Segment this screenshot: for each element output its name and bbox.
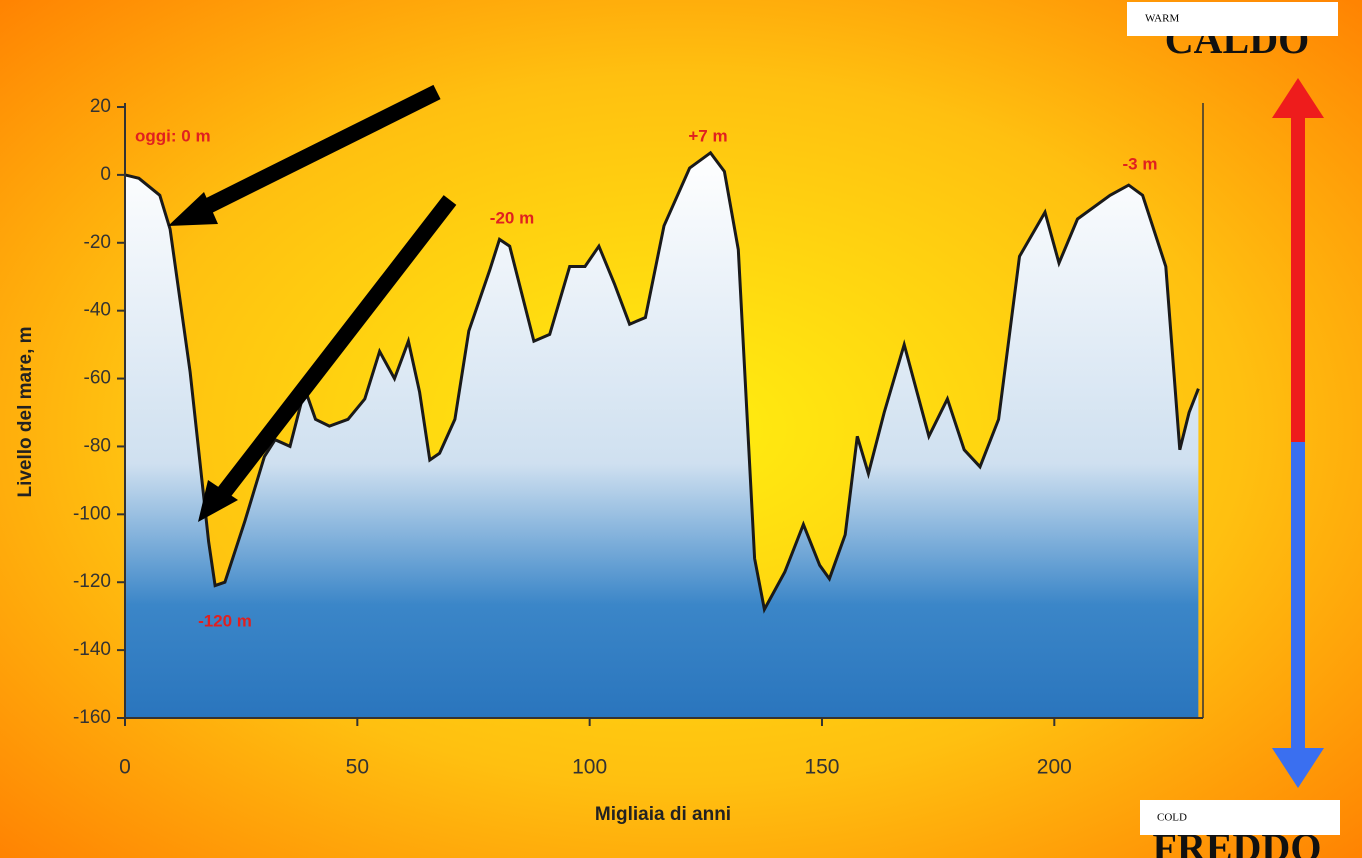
y-tick-label: -140: [73, 639, 111, 660]
x-tick-label: 0: [119, 756, 131, 779]
y-tick-label: 0: [100, 164, 111, 185]
x-tick-label: 150: [804, 756, 839, 779]
annotation: +7 m: [688, 126, 727, 145]
scale-bottom-overlay: COLD: [1157, 812, 1187, 824]
y-tick-label: 20: [90, 96, 111, 117]
scale-top-overlay: WARM: [1145, 13, 1179, 25]
annotation: -3 m: [1123, 154, 1158, 173]
x-tick-label: 50: [346, 756, 369, 779]
y-tick-label: -120: [73, 571, 111, 592]
y-tick-label: -100: [73, 503, 111, 524]
y-tick-label: -20: [84, 232, 111, 253]
x-axis-title: Migliaia di anni: [595, 804, 731, 825]
annotation: -20 m: [490, 208, 534, 227]
annotation: oggi: 0 m: [135, 126, 211, 145]
y-tick-label: -40: [84, 300, 111, 321]
x-tick-label: 100: [572, 756, 607, 779]
y-tick-label: -80: [84, 435, 111, 456]
y-tick-label: -60: [84, 368, 111, 389]
annotation: -120 m: [198, 611, 252, 630]
y-tick-label: -160: [73, 707, 111, 728]
chart: 200-20-40-60-80-100-120-140-160050100150…: [0, 0, 1362, 858]
x-tick-label: 200: [1037, 756, 1072, 779]
y-axis-title: Livello del mare, m: [15, 326, 36, 497]
